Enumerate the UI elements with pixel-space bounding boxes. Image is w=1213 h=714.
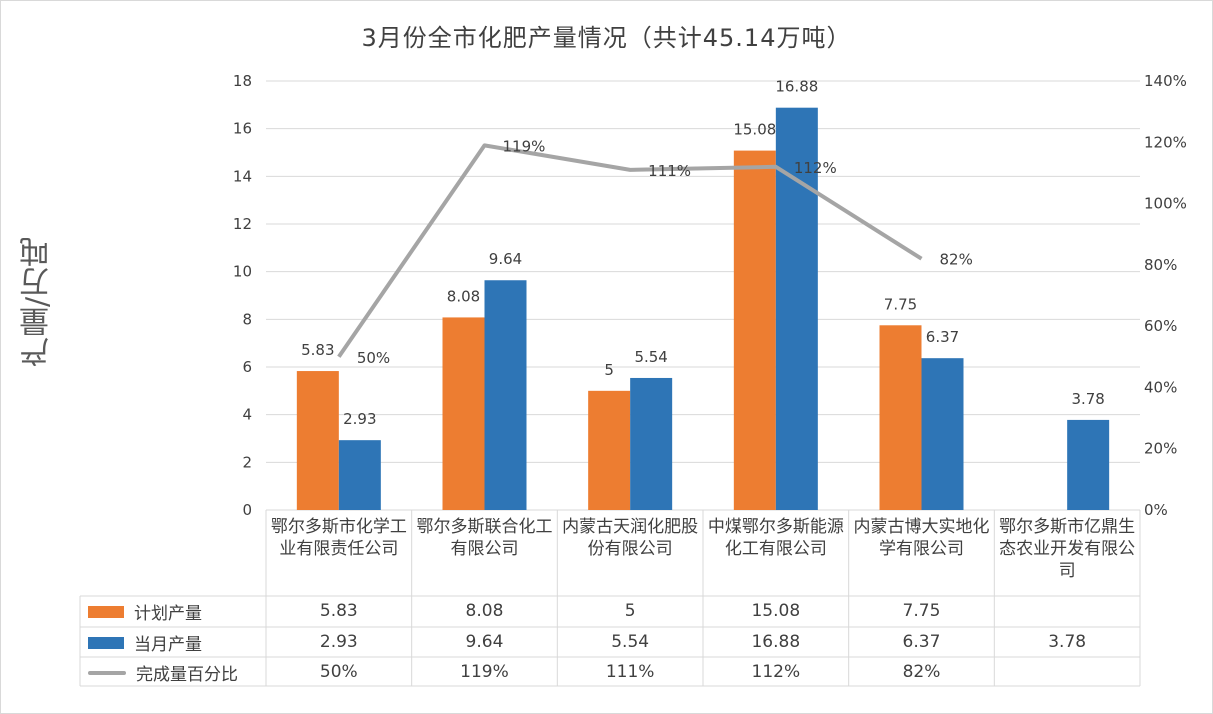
table-cell: [994, 596, 1140, 627]
bar-actual: [921, 358, 964, 510]
table-cell: 8.08: [465, 601, 504, 621]
bar-actual: [630, 377, 673, 510]
table-cell: 111%: [605, 662, 655, 682]
category-label: 鄂尔多斯市亿鼎生态农业开发有限公司: [999, 517, 1136, 581]
bar-actual: [484, 280, 527, 510]
y-tick-label: 18: [233, 72, 252, 90]
data-label: 15.08: [733, 121, 776, 139]
percent-label: 111%: [648, 162, 691, 180]
bar-actual: [775, 107, 818, 511]
legend-entry: 计划产量: [80, 596, 266, 627]
y-tick-label: 6: [242, 358, 252, 376]
legend-key: [88, 670, 126, 675]
category-label: 内蒙古天润化肥股份有限公司: [562, 517, 699, 559]
legend-entry: 当月产量: [80, 627, 266, 658]
table-cell: [994, 657, 1140, 688]
table-cell: 112%: [751, 662, 801, 682]
table-cell: 16.88: [751, 632, 801, 652]
y2-tick-label: 40%: [1144, 378, 1177, 396]
y-tick-label: 14: [233, 167, 252, 185]
table-cell: 15.08: [751, 601, 801, 621]
bar-plan: [442, 317, 485, 510]
table-cell: 5.83: [319, 601, 358, 621]
percent-label: 82%: [940, 251, 973, 269]
category-label: 中煤鄂尔多斯能源化工有限公司: [707, 517, 844, 559]
chart-title: 3月份全市化肥产量情况（共计45.14万吨）: [361, 24, 852, 52]
legend-key: [88, 636, 124, 649]
bar-actual: [338, 440, 381, 510]
legend-key: [88, 605, 124, 618]
bar-plan: [588, 390, 631, 510]
data-label: 16.88: [775, 78, 818, 96]
data-label: 9.64: [489, 250, 522, 268]
data-label: 5.54: [634, 348, 667, 366]
percent-label: 119%: [503, 137, 546, 155]
percent-label: 112%: [794, 159, 837, 177]
percent-label: 50%: [357, 349, 390, 367]
bar-plan: [296, 371, 339, 510]
bar-plan: [733, 150, 776, 511]
table-cell: 7.75: [902, 601, 941, 621]
y2-tick-label: 140%: [1144, 72, 1187, 90]
y2-tick-label: 80%: [1144, 256, 1177, 274]
bar-actual: [1067, 419, 1110, 510]
data-label: 8.08: [447, 287, 480, 305]
y2-tick-label: 0%: [1144, 501, 1168, 519]
y-tick-label: 4: [242, 406, 252, 424]
table-cell: 9.64: [465, 632, 504, 652]
data-label: 6.37: [926, 328, 959, 346]
data-label: 3.78: [1071, 390, 1104, 408]
table-cell: 119%: [460, 662, 509, 682]
y2-tick-label: 20%: [1144, 440, 1177, 458]
y-tick-label: 10: [233, 263, 252, 281]
legend-label: 完成量百分比: [136, 665, 238, 685]
y-tick-label: 12: [233, 215, 252, 233]
y2-tick-label: 120%: [1144, 133, 1187, 151]
category-label: 鄂尔多斯联合化工有限公司: [416, 517, 553, 559]
y-tick-label: 2: [242, 453, 252, 471]
table-cell: 6.37: [902, 632, 941, 652]
y-tick-label: 16: [233, 120, 252, 138]
data-label: 5.83: [301, 341, 334, 359]
data-label: 2.93: [343, 410, 376, 428]
y2-tick-label: 60%: [1144, 317, 1177, 335]
table-cell: 2.93: [319, 632, 358, 652]
y-tick-label: 8: [242, 310, 252, 328]
legend-label: 计划产量: [134, 604, 202, 624]
category-label: 内蒙古博大实地化学有限公司: [853, 517, 990, 559]
table-cell: 5.54: [611, 632, 650, 652]
legend-entry: 完成量百分比: [80, 657, 266, 688]
category-label: 鄂尔多斯市化学工业有限责任公司: [270, 517, 407, 559]
table-cell: 50%: [319, 662, 358, 682]
table-cell: 82%: [902, 662, 941, 682]
y-tick-label: 0: [242, 501, 252, 519]
data-label: 5: [604, 361, 614, 379]
percent-line: [337, 143, 923, 358]
legend-label: 当月产量: [134, 635, 202, 655]
y2-tick-label: 100%: [1144, 195, 1187, 213]
data-label: 7.75: [884, 295, 917, 313]
table-cell: 5: [624, 601, 636, 621]
bar-plan: [879, 325, 922, 510]
table-cell: 3.78: [1048, 632, 1087, 652]
